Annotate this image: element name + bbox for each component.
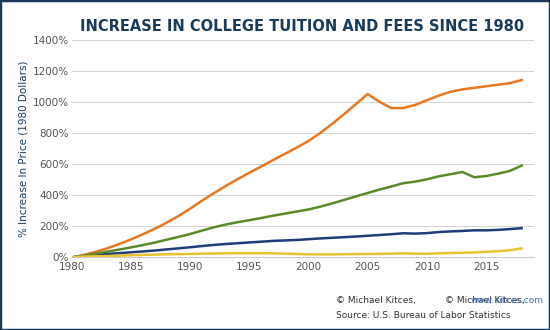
Text: © Michael Kitces,: © Michael Kitces, xyxy=(446,296,528,305)
Text: Source: U.S. Bureau of Labor Statistics: Source: U.S. Bureau of Labor Statistics xyxy=(336,311,510,320)
Y-axis label: % Increase In Price (1980 Dollars): % Increase In Price (1980 Dollars) xyxy=(19,60,29,237)
Text: www.kitces.com: www.kitces.com xyxy=(470,296,543,305)
Title: INCREASE IN COLLEGE TUITION AND FEES SINCE 1980: INCREASE IN COLLEGE TUITION AND FEES SIN… xyxy=(80,19,525,34)
Text: © Michael Kitces,: © Michael Kitces, xyxy=(336,296,418,305)
